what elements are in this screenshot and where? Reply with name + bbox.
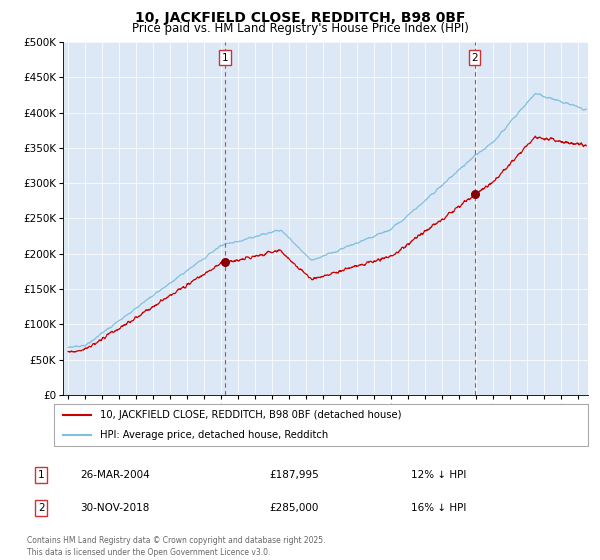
Text: 30-NOV-2018: 30-NOV-2018 — [80, 503, 150, 513]
Text: 1: 1 — [38, 470, 44, 480]
Text: HPI: Average price, detached house, Redditch: HPI: Average price, detached house, Redd… — [100, 430, 328, 440]
Text: 26-MAR-2004: 26-MAR-2004 — [80, 470, 151, 480]
Text: 2: 2 — [471, 53, 478, 63]
FancyBboxPatch shape — [54, 404, 588, 446]
Text: £187,995: £187,995 — [269, 470, 319, 480]
Text: 1: 1 — [221, 53, 228, 63]
Text: Price paid vs. HM Land Registry's House Price Index (HPI): Price paid vs. HM Land Registry's House … — [131, 22, 469, 35]
Text: 10, JACKFIELD CLOSE, REDDITCH, B98 0BF: 10, JACKFIELD CLOSE, REDDITCH, B98 0BF — [135, 11, 465, 25]
Text: 10, JACKFIELD CLOSE, REDDITCH, B98 0BF (detached house): 10, JACKFIELD CLOSE, REDDITCH, B98 0BF (… — [100, 410, 401, 420]
Text: 16% ↓ HPI: 16% ↓ HPI — [410, 503, 466, 513]
Text: 2: 2 — [38, 503, 44, 513]
Text: 12% ↓ HPI: 12% ↓ HPI — [410, 470, 466, 480]
Text: £285,000: £285,000 — [269, 503, 319, 513]
Text: Contains HM Land Registry data © Crown copyright and database right 2025.
This d: Contains HM Land Registry data © Crown c… — [27, 536, 325, 557]
